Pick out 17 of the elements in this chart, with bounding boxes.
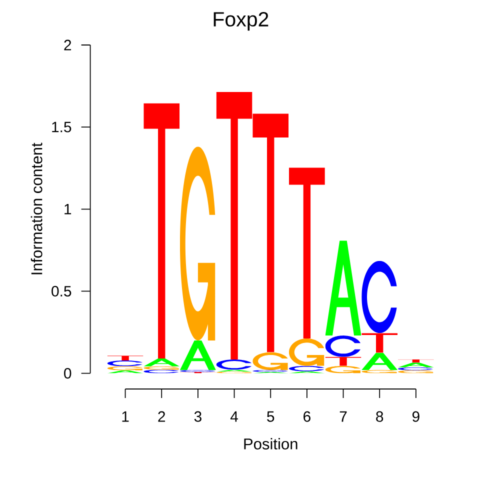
y-axis-title: Information content bbox=[30, 142, 42, 274]
x-tick-label: 9 bbox=[412, 411, 420, 422]
x-tick-label: 7 bbox=[340, 411, 347, 422]
x-tick-label: 2 bbox=[158, 411, 166, 422]
x-tick-label: 1 bbox=[122, 411, 129, 422]
y-tick-label: 0 bbox=[64, 368, 72, 379]
x-tick-label: 3 bbox=[194, 411, 202, 422]
x-tick-label: 6 bbox=[304, 411, 310, 422]
x-tick-label: 4 bbox=[230, 411, 238, 422]
y-tick-label: 1 bbox=[64, 204, 72, 214]
x-tick-label: 8 bbox=[376, 411, 384, 422]
y-tick-label: 0.5 bbox=[52, 286, 72, 297]
x-tick-label: 5 bbox=[267, 411, 274, 422]
x-axis-title: Position bbox=[244, 438, 298, 450]
y-tick-label: 2 bbox=[64, 40, 72, 50]
y-tick-label: 1.5 bbox=[52, 122, 72, 132]
chart-title: Foxp2 bbox=[214, 12, 268, 31]
